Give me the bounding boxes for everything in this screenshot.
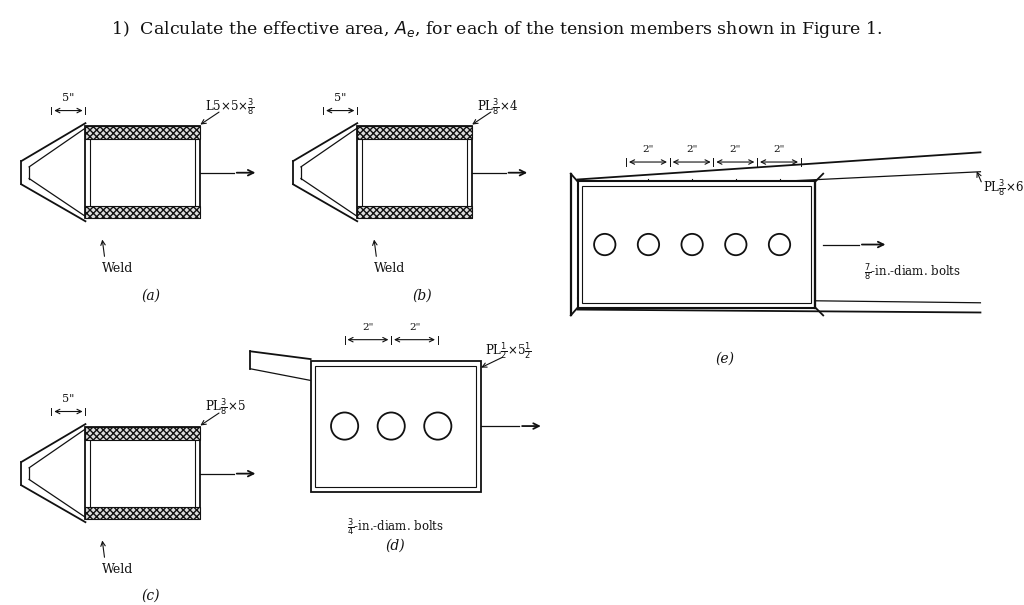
Text: 2": 2"	[686, 145, 697, 154]
Text: PL$\frac{1}{2}$$\times$5$\frac{1}{2}$: PL$\frac{1}{2}$$\times$5$\frac{1}{2}$	[485, 341, 532, 362]
Bar	[583, 186, 811, 302]
Text: 5": 5"	[62, 93, 75, 103]
Text: (d): (d)	[385, 538, 404, 553]
Text: PL$\frac{3}{8}$$\times$6: PL$\frac{3}{8}$$\times$6	[983, 177, 1024, 199]
Bar	[85, 506, 200, 519]
Text: $\frac{3}{4}$-in.-diam. bolts: $\frac{3}{4}$-in.-diam. bolts	[346, 516, 443, 538]
Bar	[90, 432, 196, 514]
Text: (e): (e)	[716, 352, 734, 365]
Text: 2": 2"	[730, 145, 741, 154]
Text: 1)  Calculate the effective area, $\mathit{A}_e$, for each of the tension member: 1) Calculate the effective area, $\mathi…	[112, 19, 883, 39]
Text: $\frac{7}{8}$-in.-diam. bolts: $\frac{7}{8}$-in.-diam. bolts	[864, 261, 961, 283]
Bar	[578, 182, 815, 307]
Bar	[357, 206, 472, 218]
Text: 2": 2"	[642, 145, 653, 154]
Text: Weld: Weld	[102, 262, 133, 275]
Text: 5": 5"	[62, 394, 75, 404]
Text: 2": 2"	[773, 145, 784, 154]
Text: (c): (c)	[141, 589, 160, 603]
Bar	[85, 126, 200, 218]
Text: Weld: Weld	[102, 563, 133, 576]
Bar	[85, 206, 200, 218]
Bar	[310, 361, 480, 492]
Text: 5": 5"	[334, 93, 346, 103]
Bar	[357, 126, 472, 139]
Text: Weld: Weld	[374, 262, 406, 275]
Bar	[362, 131, 467, 214]
Bar	[90, 131, 196, 214]
Bar	[315, 366, 476, 487]
Text: L5$\times$5$\times$$\frac{3}{8}$: L5$\times$5$\times$$\frac{3}{8}$	[205, 96, 255, 117]
Text: (a): (a)	[141, 288, 160, 302]
Bar	[85, 427, 200, 519]
Text: PL$\frac{3}{8}$$\times$4: PL$\frac{3}{8}$$\times$4	[476, 96, 518, 117]
Text: (b): (b)	[413, 288, 432, 302]
Text: 2": 2"	[362, 323, 374, 332]
Text: PL$\frac{3}{8}$$\times$5: PL$\frac{3}{8}$$\times$5	[205, 397, 246, 419]
Bar	[85, 126, 200, 139]
Bar	[85, 427, 200, 440]
Text: 2": 2"	[409, 323, 420, 332]
Bar	[357, 126, 472, 218]
